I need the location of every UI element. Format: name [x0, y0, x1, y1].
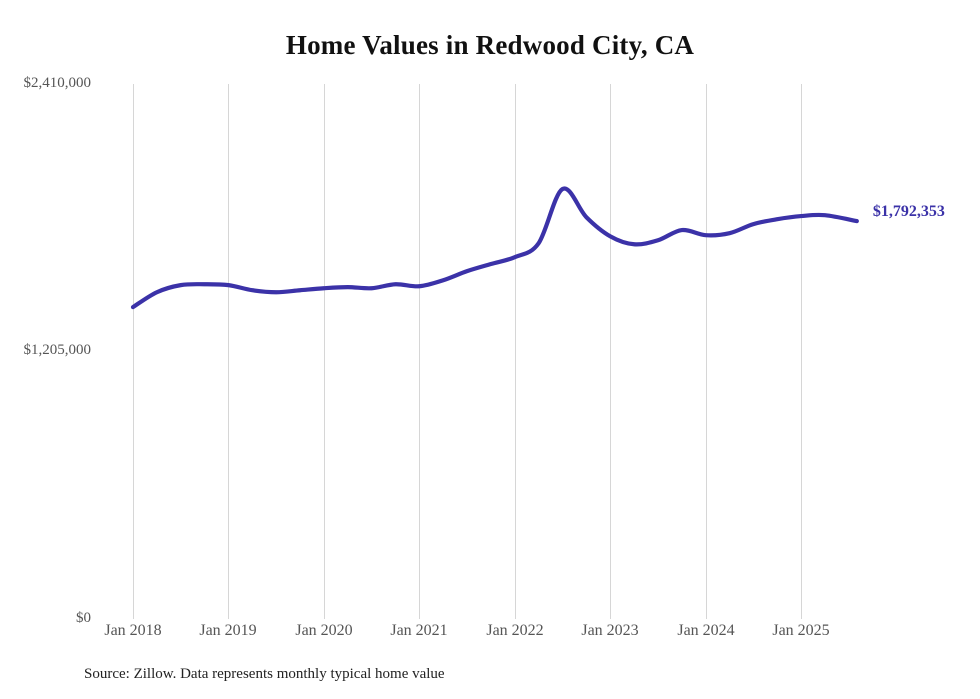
y-axis-label-top: $2,410,000 [23, 75, 92, 91]
x-axis-label-jan-2019: Jan 2019 [199, 622, 257, 639]
gridline-jan-2018 [133, 84, 134, 619]
gridline-jan-2023 [610, 84, 611, 619]
x-axis-label-jan-2024: Jan 2024 [677, 622, 735, 639]
page-title: Home Values in Redwood City, CA [285, 30, 695, 60]
gridline-jan-2022 [515, 84, 516, 619]
x-axis-label-jan-2018: Jan 2018 [104, 622, 162, 639]
x-axis-label-jan-2021: Jan 2021 [390, 622, 448, 639]
gridline-jan-2021 [419, 84, 420, 619]
x-axis-label-jan-2025: Jan 2025 [772, 622, 830, 639]
source-note: Source: Zillow. Data represents monthly … [84, 666, 445, 682]
series-end-value-label: $1,792,353 [872, 203, 945, 221]
gridline-jan-2019 [228, 84, 229, 619]
gridline-jan-2024 [706, 84, 707, 619]
x-axis-label-jan-2022: Jan 2022 [486, 622, 544, 639]
x-axis-label-jan-2023: Jan 2023 [581, 622, 639, 639]
y-axis-label-zero: $0 [76, 610, 91, 626]
series-line-typical-home-value [130, 186, 859, 310]
gridline-jan-2025 [801, 84, 802, 619]
x-axis-label-jan-2020: Jan 2020 [295, 622, 353, 639]
y-axis-label-mid: $1,205,000 [23, 342, 92, 358]
gridline-jan-2020 [324, 84, 325, 619]
